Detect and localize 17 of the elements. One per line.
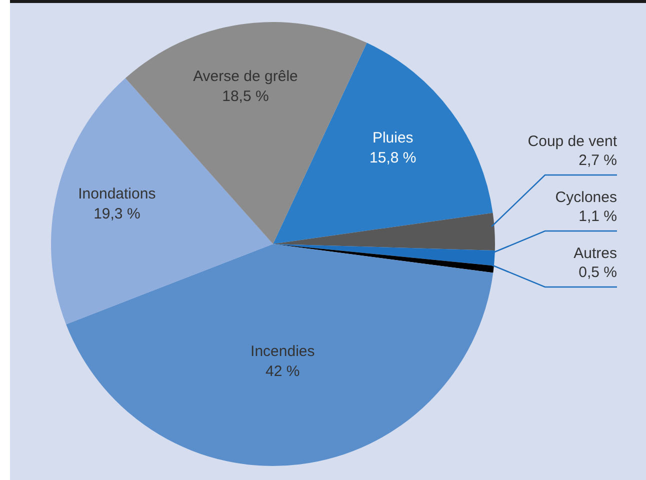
slice-label: Pluies [372,129,414,146]
data-label: 15,8 % [370,149,416,166]
data-label: 2,7 % [578,152,617,169]
slice-label: Inondations [78,186,156,203]
data-label: 0,5 % [578,264,617,281]
slice-label: Autres [574,245,617,262]
data-label: 1,1 % [578,208,617,225]
pie-slice [273,212,495,250]
slice-label: Incendies [250,343,315,360]
data-label: 42 % [266,363,300,380]
slice-label: Averse de grêle [193,68,298,86]
slice-label: Coup de vent [528,133,618,150]
pie-slice [66,244,494,466]
data-label: 19,3 % [94,206,140,223]
slice-label: Cyclones [555,189,617,206]
pie-slice [273,244,494,273]
data-label: 18,5 % [222,88,269,106]
